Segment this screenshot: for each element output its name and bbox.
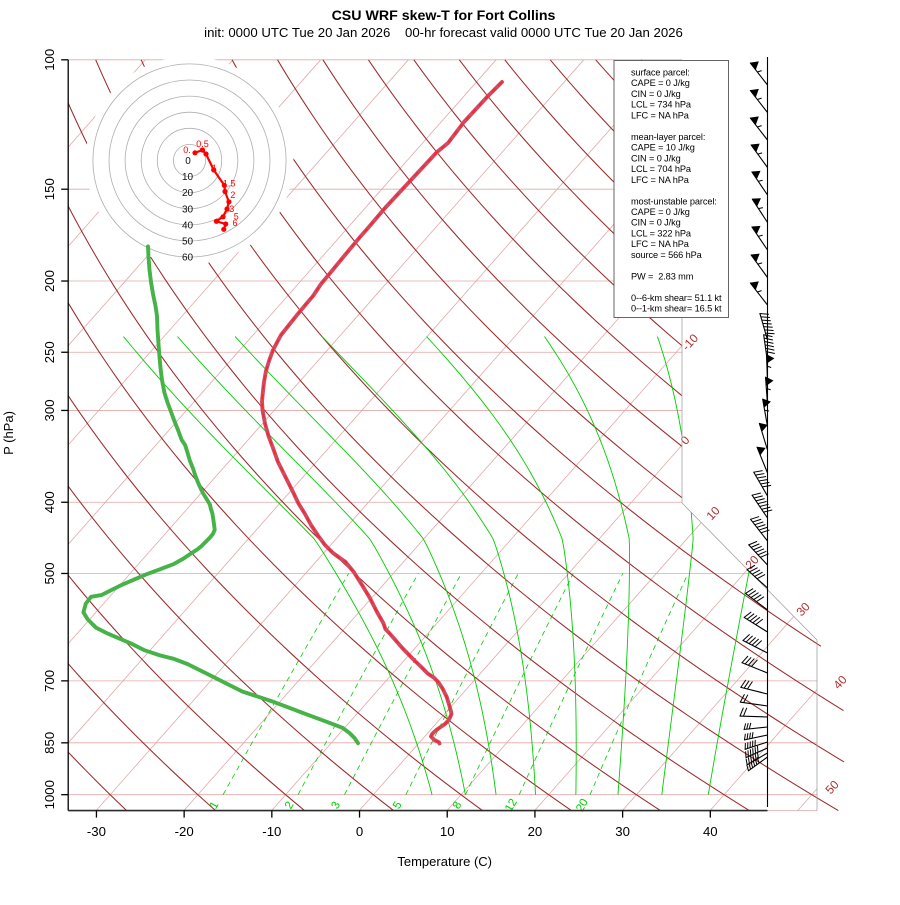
svg-text:300: 300 (42, 399, 57, 421)
svg-text:40: 40 (182, 220, 194, 231)
svg-text:LCL = 322 hPa: LCL = 322 hPa (631, 228, 692, 238)
svg-text:CSU WRF skew-T for Fort Collin: CSU WRF skew-T for Fort Collins (332, 8, 556, 24)
svg-text:CAPE = 0 J/kg: CAPE = 0 J/kg (631, 78, 690, 88)
svg-text:30: 30 (182, 204, 194, 215)
svg-text:40: 40 (703, 824, 718, 839)
svg-text:10: 10 (440, 824, 455, 839)
svg-text:mean-layer parcel:: mean-layer parcel: (631, 132, 705, 142)
svg-text:LCL = 704 hPa: LCL = 704 hPa (631, 164, 692, 174)
svg-text:source = 566 hPa: source = 566 hPa (631, 250, 703, 260)
svg-text:10: 10 (182, 172, 194, 183)
svg-text:LFC = NA hPa: LFC = NA hPa (631, 110, 690, 120)
svg-text:250: 250 (42, 341, 57, 363)
svg-text:LFC = NA hPa: LFC = NA hPa (631, 239, 690, 249)
svg-text:0.5: 0.5 (196, 139, 209, 149)
svg-text:init: 0000 UTC Tue 20 Jan 2026: init: 0000 UTC Tue 20 Jan 2026 00-hr for… (204, 25, 683, 40)
svg-text:0--6-km shear= 51.1 kt: 0--6-km shear= 51.1 kt (631, 293, 722, 303)
svg-text:400: 400 (42, 491, 57, 513)
svg-text:CIN = 0 J/kg: CIN = 0 J/kg (631, 153, 681, 163)
svg-text:CIN = 0 J/kg: CIN = 0 J/kg (631, 89, 681, 99)
svg-text:150: 150 (42, 178, 57, 200)
svg-text:500: 500 (42, 562, 57, 584)
svg-text:-30: -30 (87, 824, 106, 839)
svg-text:surface parcel:: surface parcel: (631, 68, 690, 78)
svg-text:60: 60 (182, 253, 194, 264)
svg-text:LFC = NA hPa: LFC = NA hPa (631, 175, 690, 185)
svg-text:20: 20 (182, 188, 194, 199)
svg-text:CIN = 0 J/kg: CIN = 0 J/kg (631, 218, 681, 228)
svg-text:-10: -10 (262, 824, 281, 839)
svg-text:P (hPa): P (hPa) (1, 411, 16, 455)
svg-text:700: 700 (42, 670, 57, 692)
svg-text:Temperature (C): Temperature (C) (397, 854, 492, 869)
svg-text:100: 100 (42, 49, 57, 71)
svg-text:0--1-km shear= 16.5 kt: 0--1-km shear= 16.5 kt (631, 304, 722, 314)
svg-text:6: 6 (232, 218, 237, 228)
svg-text:0: 0 (185, 156, 191, 167)
svg-text:0: 0 (356, 824, 363, 839)
svg-text:0.: 0. (183, 145, 191, 155)
svg-text:2: 2 (230, 190, 235, 200)
svg-text:1000: 1000 (42, 780, 57, 809)
svg-text:-20: -20 (175, 824, 194, 839)
svg-text:CAPE = 10 J/kg: CAPE = 10 J/kg (631, 143, 695, 153)
svg-text:850: 850 (42, 732, 57, 754)
svg-text:30: 30 (615, 824, 630, 839)
svg-text:200: 200 (42, 270, 57, 292)
svg-text:20: 20 (528, 824, 543, 839)
svg-text:1: 1 (212, 163, 217, 173)
svg-text:most-unstable parcel:: most-unstable parcel: (631, 196, 717, 206)
svg-text:PW = 2.83 mm: PW = 2.83 mm (631, 271, 694, 281)
svg-text:CAPE = 0 J/kg: CAPE = 0 J/kg (631, 207, 690, 217)
svg-text:50: 50 (182, 237, 194, 248)
svg-text:1.5: 1.5 (223, 179, 236, 189)
svg-text:LCL = 734 hPa: LCL = 734 hPa (631, 100, 692, 110)
